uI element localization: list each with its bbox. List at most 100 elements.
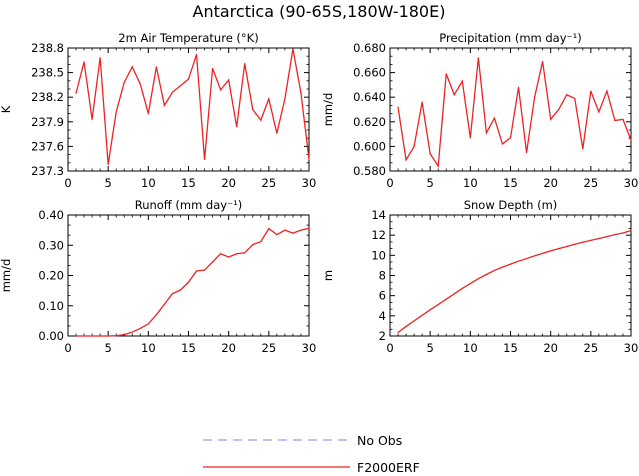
y-tick-label: 12 — [371, 228, 386, 242]
data-point — [525, 257, 528, 260]
data-point — [469, 282, 471, 285]
legend-label-2: F2000ERF — [357, 460, 420, 475]
data-point — [574, 243, 576, 245]
x-tick-label: 0 — [386, 176, 393, 190]
data-point — [525, 151, 528, 154]
data-point — [115, 111, 117, 113]
y-axis-label: K — [0, 105, 13, 113]
data-point — [590, 90, 592, 92]
data-point — [171, 293, 174, 295]
data-point — [228, 256, 230, 258]
data-point — [83, 61, 85, 63]
charts-group: 2m Air Temperature (°K)0 5 10 15 20 25 30237.3… — [0, 31, 638, 355]
data-point — [131, 66, 133, 68]
data-point — [228, 79, 230, 81]
data-point — [517, 86, 520, 88]
data-point — [308, 227, 310, 229]
data-point — [276, 132, 278, 134]
panel-title: Snow Depth (m) — [464, 198, 558, 212]
data-point — [252, 108, 254, 111]
data-point — [445, 298, 447, 300]
data-point — [397, 106, 399, 108]
x-tick-label: 5 — [427, 341, 434, 355]
legend: No Obs F2000ERF — [203, 433, 420, 475]
x-tick-label: 30 — [302, 176, 317, 190]
data-point — [517, 260, 520, 262]
data-point — [260, 119, 262, 121]
data-point — [300, 229, 302, 231]
data-point — [91, 118, 93, 120]
x-tick-label: 30 — [624, 176, 639, 190]
data-point — [558, 248, 560, 250]
data-point — [107, 335, 109, 337]
data-point — [203, 269, 206, 271]
data-point — [163, 303, 165, 305]
y-tick-label: 0.680 — [353, 41, 386, 55]
data-point — [485, 132, 487, 134]
x-tick-label: 5 — [427, 176, 434, 190]
data-point — [630, 230, 632, 232]
chart-panel-1: 2m Air Temperature (°K) 0 5 10 15 20 25 30 237.3… — [0, 31, 316, 190]
x-tick-label: 30 — [302, 341, 317, 355]
data-point — [171, 91, 174, 93]
x-tick-label: 0 — [64, 176, 71, 190]
data-point — [566, 94, 568, 96]
x-tick-label: 25 — [262, 176, 277, 190]
data-point — [453, 94, 455, 96]
panel-title: Runoff (mm day⁻¹) — [135, 198, 243, 212]
data-point — [139, 83, 141, 85]
x-tick-label: 10 — [463, 341, 478, 355]
data-point — [139, 327, 141, 330]
data-point — [292, 48, 294, 50]
series-line-f2000erf — [397, 230, 632, 333]
data-point — [437, 165, 439, 167]
plot-frame — [389, 47, 632, 172]
data-point — [244, 62, 246, 65]
data-point — [509, 137, 512, 139]
y-tick-label: 14 — [371, 208, 386, 222]
x-tick-label: 20 — [221, 341, 236, 355]
y-tick-label: 6 — [379, 289, 386, 303]
y-tick-label: 0.600 — [353, 139, 386, 153]
data-point — [622, 232, 624, 234]
data-point — [155, 66, 157, 68]
data-point — [308, 158, 310, 161]
plot-frame — [389, 214, 632, 337]
data-point — [501, 143, 504, 145]
data-point — [429, 153, 431, 155]
chart-panel-3: Runoff (mm day⁻¹) 0 5 10 15 20 25 30 0.00 0.10 0.2… — [0, 198, 316, 355]
data-point — [397, 331, 399, 334]
data-point — [220, 253, 222, 255]
y-tick-label: 0.40 — [38, 208, 64, 222]
data-point — [405, 325, 407, 328]
data-point — [212, 261, 214, 263]
x-tick-label: 15 — [181, 341, 196, 355]
x-tick-label: 5 — [105, 176, 112, 190]
data-point — [421, 101, 423, 103]
y-tick-label: 0.10 — [38, 299, 64, 313]
data-point — [236, 253, 238, 255]
y-axis-label: mm/d — [321, 93, 335, 127]
data-point — [542, 252, 544, 254]
x-tick-label: 5 — [105, 341, 112, 355]
y-tick-label: 10 — [371, 248, 386, 262]
series-line-f2000erf — [75, 48, 310, 165]
data-point — [276, 234, 278, 236]
data-point — [469, 137, 471, 139]
data-point — [437, 303, 439, 306]
data-point — [99, 57, 101, 59]
x-tick-label: 20 — [221, 176, 236, 190]
y-tick-label: 0.20 — [38, 269, 64, 283]
data-point — [244, 252, 246, 254]
x-tick-label: 20 — [543, 176, 558, 190]
y-tick-label: 4 — [379, 309, 386, 323]
x-tick-label: 20 — [543, 341, 558, 355]
x-tick-label: 15 — [503, 341, 518, 355]
data-point — [260, 241, 262, 243]
data-point — [284, 229, 286, 231]
data-point — [574, 97, 576, 100]
data-point — [630, 139, 632, 141]
data-point — [284, 98, 286, 100]
data-point — [107, 163, 109, 166]
data-point — [187, 281, 190, 283]
